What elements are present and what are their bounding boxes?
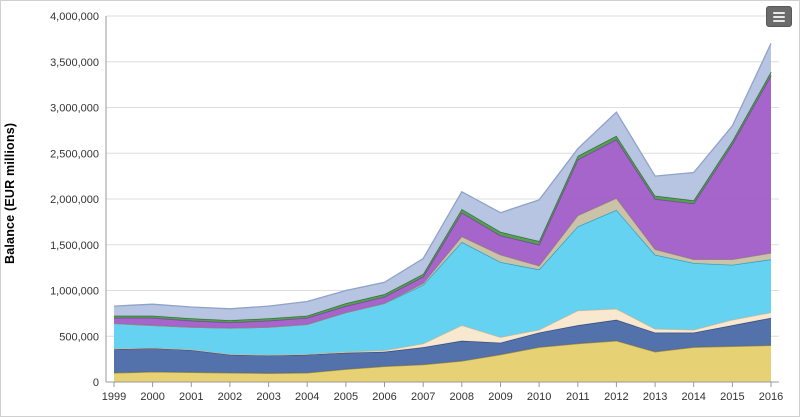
x-tick-label: 2001 (179, 391, 203, 403)
x-tick-label: 2015 (720, 391, 744, 403)
x-tick-label: 2010 (527, 391, 551, 403)
x-axis-labels: 1999 2000 2001 2002 2003 2004 2005 2006 2007 2008… (102, 382, 783, 403)
hamburger-icon (773, 11, 785, 22)
series-6-purple (114, 75, 771, 328)
axes (105, 16, 779, 383)
x-tick-label: 2008 (450, 391, 474, 403)
y-tick-label: 4,000,000 (50, 11, 99, 23)
x-tick-label: 2002 (218, 391, 242, 403)
x-tick-label: 1999 (102, 391, 126, 403)
y-tick-label: 1,500,000 (50, 240, 99, 252)
x-tick-label: 2004 (295, 391, 319, 403)
y-tick-label: 2,500,000 (50, 148, 99, 160)
series-5-tan (114, 198, 771, 328)
y-axis-labels: 0 500,000 1,000,000 1,500,000 2,000,000 2,500… (50, 11, 99, 389)
x-tick-label: 2003 (256, 391, 280, 403)
y-tick-label: 500,000 (59, 331, 99, 343)
y-tick-label: 3,000,000 (50, 103, 99, 115)
y-tick-label: 2,000,000 (50, 194, 99, 206)
chart-menu-button[interactable] (766, 6, 792, 27)
x-tick-label: 2016 (759, 391, 783, 403)
x-tick-label: 2013 (643, 391, 667, 403)
x-tick-label: 2005 (334, 391, 358, 403)
x-tick-label: 2006 (372, 391, 396, 403)
y-axis-title: Balance (EUR millions) (3, 122, 17, 265)
series-8-lavender-line (113, 43, 772, 310)
x-tick-label: 2012 (604, 391, 628, 403)
series-1-yellow (114, 340, 771, 382)
x-tick-label: 2000 (140, 391, 164, 403)
x-tick-label: 2011 (566, 391, 590, 403)
x-tick-label: 2014 (681, 391, 705, 403)
x-tick-label: 2007 (411, 391, 435, 403)
y-tick-label: 1,000,000 (50, 286, 99, 298)
series-2-dark-blue (114, 317, 771, 374)
series-3-peach (114, 308, 771, 356)
area-series (113, 43, 772, 382)
y-tick-label: 0 (93, 377, 99, 389)
y-tick-label: 3,500,000 (50, 57, 99, 69)
x-tick-label: 2009 (488, 391, 512, 403)
series-4-cyan (114, 210, 771, 355)
